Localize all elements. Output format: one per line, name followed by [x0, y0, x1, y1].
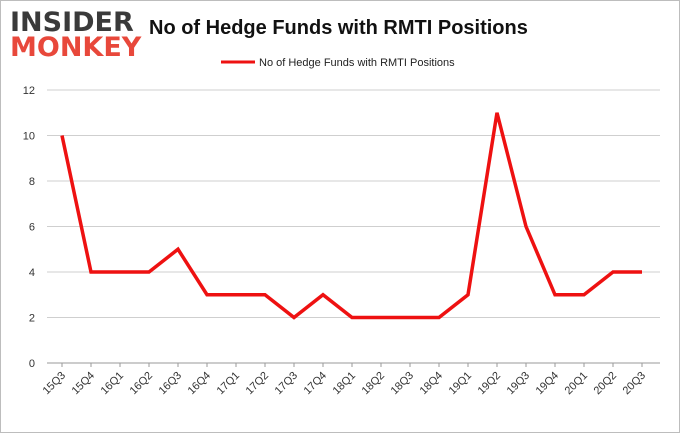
x-tick-label: 17Q2 — [244, 370, 272, 398]
series-line — [60, 112, 642, 320]
x-tick-label: 17Q1 — [215, 370, 243, 398]
x-tick-label: 15Q3 — [41, 370, 69, 398]
x-tick-label: 16Q2 — [128, 370, 156, 398]
x-tick-label: 17Q4 — [302, 370, 330, 398]
x-tick-label: 20Q3 — [621, 370, 649, 398]
x-tick-label: 16Q3 — [157, 370, 185, 398]
x-tick-label: 18Q2 — [360, 370, 388, 398]
x-tick-label: 15Q4 — [70, 370, 98, 398]
y-tick-label: 8 — [29, 176, 35, 188]
x-tick-label: 19Q3 — [505, 370, 533, 398]
y-tick-label: 12 — [23, 85, 35, 97]
y-tick-label: 0 — [29, 358, 35, 370]
x-tick-label: 16Q1 — [99, 370, 127, 398]
logo-line-monkey: MONKEY — [10, 32, 142, 63]
x-tick-label: 18Q3 — [389, 370, 417, 398]
y-tick-label: 6 — [29, 222, 35, 234]
x-tick-label: 18Q1 — [331, 370, 359, 398]
x-tick-label: 19Q2 — [476, 370, 504, 398]
logo-line-insider: INSIDER — [10, 7, 134, 38]
x-tick-label: 19Q1 — [447, 370, 475, 398]
y-tick-label: 10 — [23, 131, 35, 143]
y-tick-label: 4 — [29, 267, 35, 279]
chart-title: No of Hedge Funds with RMTI Positions — [149, 17, 528, 39]
insider-monkey-logo: INSIDER MONKEY — [10, 9, 141, 61]
x-tick-label: 19Q4 — [534, 370, 562, 398]
x-tick-label: 16Q4 — [186, 370, 214, 398]
x-tick-label: 18Q4 — [418, 370, 446, 398]
legend-label: No of Hedge Funds with RMTI Positions — [259, 57, 455, 69]
x-tick-label: 20Q1 — [563, 370, 591, 398]
y-tick-label: 2 — [29, 313, 35, 325]
x-tick-label: 20Q2 — [592, 370, 620, 398]
x-tick-label: 17Q3 — [273, 370, 301, 398]
